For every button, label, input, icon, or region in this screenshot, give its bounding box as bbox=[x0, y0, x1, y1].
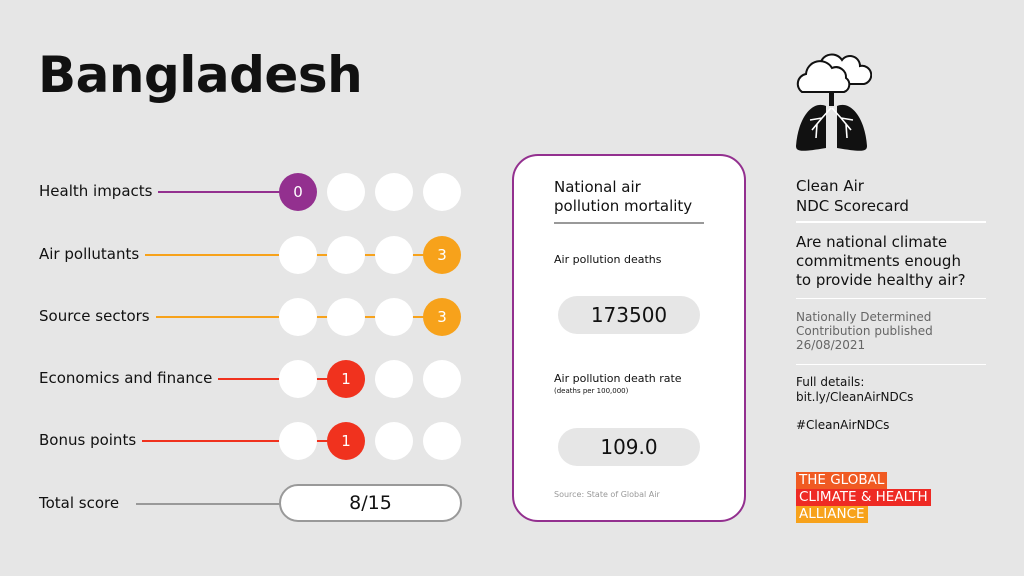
ndc-line: Contribution published bbox=[796, 324, 933, 338]
full-details: Full details: bit.ly/CleanAirNDCs bbox=[796, 375, 913, 405]
ndc-date: 26/08/2021 bbox=[796, 338, 866, 352]
mortality-card: National air pollution mortality Air pol… bbox=[512, 154, 746, 522]
scorecard-title: Clean Air NDC Scorecard bbox=[796, 176, 909, 216]
question-line: commitments enough bbox=[796, 252, 961, 270]
score-row: Health impacts 0 bbox=[0, 172, 480, 212]
category-label: Bonus points bbox=[39, 431, 143, 449]
score-circle-empty bbox=[279, 422, 317, 460]
score-circle-empty bbox=[279, 236, 317, 274]
cloud-lungs-icon bbox=[796, 53, 872, 151]
divider bbox=[554, 222, 704, 224]
scorecard-title-line: Clean Air bbox=[796, 177, 864, 195]
score-circle-empty bbox=[279, 298, 317, 336]
details-label: Full details: bbox=[796, 375, 865, 389]
score-circle-empty bbox=[423, 360, 461, 398]
total-score-label: Total score bbox=[39, 494, 120, 512]
category-label: Air pollutants bbox=[39, 245, 146, 263]
rate-unit: (deaths per 100,000) bbox=[554, 387, 629, 395]
card-title-line: National air bbox=[554, 178, 641, 196]
country-title: Bangladesh bbox=[38, 46, 363, 104]
deaths-value: 173500 bbox=[558, 296, 700, 334]
score-circle-filled: 1 bbox=[327, 422, 365, 460]
details-link[interactable]: bit.ly/CleanAirNDCs bbox=[796, 390, 914, 404]
score-circle-filled: 3 bbox=[423, 298, 461, 336]
score-circle-filled: 3 bbox=[423, 236, 461, 274]
score-circle-empty bbox=[327, 236, 365, 274]
score-circle-empty bbox=[375, 360, 413, 398]
scorecard-question: Are national climate commitments enough … bbox=[796, 233, 966, 290]
ndc-line: Nationally Determined bbox=[796, 310, 932, 324]
score-circle-empty bbox=[327, 298, 365, 336]
score-circle-empty bbox=[375, 422, 413, 460]
score-circle-filled: 1 bbox=[327, 360, 365, 398]
score-row: Economics and finance 1 bbox=[0, 359, 480, 399]
logo-line: THE GLOBAL bbox=[796, 472, 888, 489]
score-circle-empty bbox=[375, 173, 413, 211]
total-score-value: 8/15 bbox=[279, 484, 462, 522]
category-connector bbox=[60, 316, 442, 318]
card-title-line: pollution mortality bbox=[554, 197, 693, 215]
score-circle-empty bbox=[423, 173, 461, 211]
score-row: Source sectors 3 bbox=[0, 297, 480, 337]
hashtag: #CleanAirNDCs bbox=[796, 418, 890, 432]
divider bbox=[796, 364, 986, 365]
card-source: Source: State of Global Air bbox=[554, 490, 660, 499]
category-label: Economics and finance bbox=[39, 369, 219, 387]
logo-line: ALLIANCE bbox=[796, 506, 868, 523]
category-connector bbox=[60, 254, 442, 256]
total-score-connector bbox=[136, 503, 280, 505]
score-circle-empty bbox=[327, 173, 365, 211]
rate-label: Air pollution death rate bbox=[554, 372, 682, 385]
category-connector bbox=[60, 440, 346, 442]
category-label: Health impacts bbox=[39, 182, 159, 200]
rate-value: 109.0 bbox=[558, 428, 700, 466]
divider bbox=[796, 298, 986, 299]
score-circle-empty bbox=[423, 422, 461, 460]
card-title: National air pollution mortality bbox=[554, 178, 692, 216]
divider bbox=[796, 221, 986, 223]
score-row: Air pollutants 3 bbox=[0, 235, 480, 275]
scorecard-title-line: NDC Scorecard bbox=[796, 197, 909, 215]
logo-line: CLIMATE & HEALTH bbox=[796, 489, 931, 506]
deaths-label: Air pollution deaths bbox=[554, 253, 662, 266]
category-connector bbox=[60, 191, 298, 193]
score-circle-empty bbox=[279, 360, 317, 398]
score-circle-empty bbox=[375, 298, 413, 336]
ndc-info: Nationally Determined Contribution publi… bbox=[796, 310, 933, 352]
question-line: Are national climate bbox=[796, 233, 948, 251]
score-circle-empty bbox=[375, 236, 413, 274]
score-circle-filled: 0 bbox=[279, 173, 317, 211]
score-row: Bonus points 1 bbox=[0, 421, 480, 461]
category-label: Source sectors bbox=[39, 307, 156, 325]
question-line: to provide healthy air? bbox=[796, 271, 966, 289]
